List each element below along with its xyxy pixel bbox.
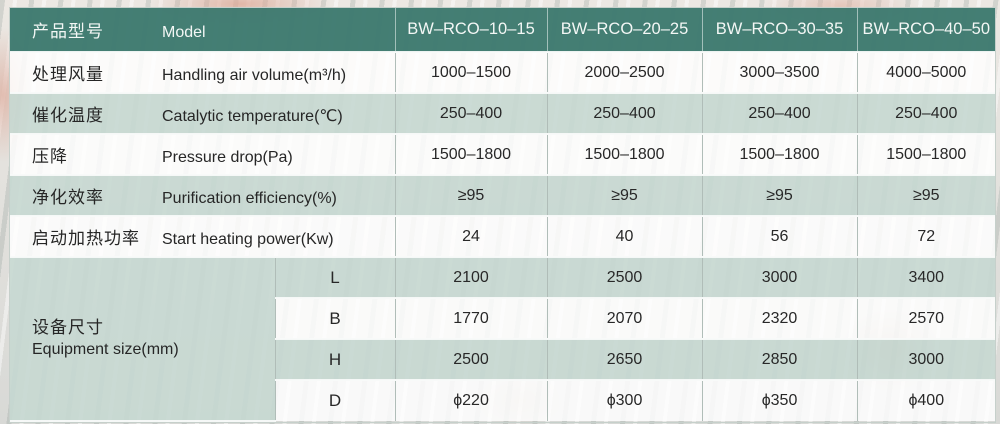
spec-row-label: 启动加热功率 Start heating power(Kw) xyxy=(10,216,396,258)
dim-value: ϕ220 xyxy=(394,380,548,421)
dim-value: ϕ400 xyxy=(856,380,996,421)
spec-value: 24 xyxy=(394,216,548,258)
spec-value: ≥95 xyxy=(856,175,996,217)
spec-value: 56 xyxy=(701,216,858,258)
spec-value: 72 xyxy=(856,216,996,258)
equipment-size-cell: 设备尺寸 Equipment size(mm) xyxy=(10,257,275,422)
dim-letter: H xyxy=(274,339,396,381)
header-label-zh: 产品型号 xyxy=(32,22,104,41)
spec-value: ≥95 xyxy=(701,175,858,217)
dimension-row-D: D ϕ220 ϕ300 ϕ350 ϕ400 xyxy=(10,380,996,421)
dim-value: 2850 xyxy=(701,339,858,381)
spec-value: 250–400 xyxy=(394,93,548,135)
row-label-en: Catalytic temperature(℃) xyxy=(162,108,343,125)
dim-value: 2320 xyxy=(701,298,858,340)
spec-row-label: 催化温度 Catalytic temperature(℃) xyxy=(10,93,396,135)
spec-row-pressure-drop: 压降 Pressure drop(Pa) 1500–1800 1500–1800 … xyxy=(10,134,996,176)
dim-letter: D xyxy=(274,380,396,421)
model-column-header: BW–RCO–10–15 xyxy=(394,8,548,53)
spec-value: 3000–3500 xyxy=(701,52,858,94)
spec-value: ≥95 xyxy=(546,175,703,217)
spec-row-catalytic-temp: 催化温度 Catalytic temperature(℃) 250–400 250… xyxy=(10,93,996,135)
row-label-zh: 启动加热功率 xyxy=(32,229,140,248)
spec-value: 40 xyxy=(546,216,703,258)
spec-row-label: 净化效率 Purification efficiency(%) xyxy=(10,175,396,217)
dimension-row-L: 设备尺寸 Equipment size(mm) L 2100 2500 3000… xyxy=(10,257,996,422)
spec-row-label: 压降 Pressure drop(Pa) xyxy=(10,134,396,176)
spec-value: 1500–1800 xyxy=(394,134,548,176)
dim-value: 2070 xyxy=(546,298,703,340)
spec-row-air-volume: 处理风量 Handling air volume(m³/h) 1000–1500 … xyxy=(10,52,996,94)
spec-value: 1500–1800 xyxy=(546,134,703,176)
spec-value: 1500–1800 xyxy=(701,134,858,176)
spec-row-label: 处理风量 Handling air volume(m³/h) xyxy=(10,52,396,94)
dim-value: 2500 xyxy=(546,257,703,299)
dim-value: 3000 xyxy=(701,257,858,299)
dim-value: 1770 xyxy=(394,298,548,340)
row-label-zh: 催化温度 xyxy=(32,106,104,125)
row-label-en: Start heating power(Kw) xyxy=(162,231,334,248)
dimension-row-H: H 2500 2650 2850 3000 xyxy=(10,339,996,381)
spec-row-purification-efficiency: 净化效率 Purification efficiency(%) ≥95 ≥95 ≥… xyxy=(10,175,996,217)
model-row-header: 产品型号 Model xyxy=(10,8,396,53)
row-label-en: Handling air volume(m³/h) xyxy=(162,67,347,84)
spec-value: 1000–1500 xyxy=(394,52,548,94)
equipment-label-zh: 设备尺寸 xyxy=(32,318,104,337)
dimension-row-B: B 1770 2070 2320 2570 xyxy=(10,298,996,340)
spec-row-start-heating-power: 启动加热功率 Start heating power(Kw) 24 40 56 7… xyxy=(10,216,996,258)
dim-value: 2650 xyxy=(546,339,703,381)
dim-value: 2500 xyxy=(394,339,548,381)
header-label-en: Model xyxy=(162,24,206,41)
row-label-en: Purification efficiency(%) xyxy=(162,190,337,207)
dim-value: 3000 xyxy=(856,339,996,381)
model-column-header: BW–RCO–20–25 xyxy=(546,8,703,53)
spec-value: 4000–5000 xyxy=(856,52,996,94)
equipment-label-en: Equipment size(mm) xyxy=(32,341,179,358)
dim-value: ϕ350 xyxy=(701,380,858,421)
spec-value: 250–400 xyxy=(701,93,858,135)
dim-value: 2570 xyxy=(856,298,996,340)
dim-letter: B xyxy=(274,298,396,340)
spec-table: 产品型号 Model BW–RCO–10–15 BW–RCO–20–25 BW–R… xyxy=(8,7,997,423)
spec-value: 250–400 xyxy=(856,93,996,135)
model-column-header: BW–RCO–30–35 xyxy=(701,8,858,53)
header-row: 产品型号 Model BW–RCO–10–15 BW–RCO–20–25 BW–R… xyxy=(10,8,996,53)
model-column-header: BW–RCO–40–50 xyxy=(856,8,996,53)
row-label-zh: 净化效率 xyxy=(32,188,104,207)
row-label-zh: 压降 xyxy=(32,147,68,166)
spec-value: ≥95 xyxy=(394,175,548,217)
spec-value: 1500–1800 xyxy=(856,134,996,176)
dim-value: 3400 xyxy=(856,257,996,299)
dim-value: 2100 xyxy=(394,257,548,299)
row-label-zh: 处理风量 xyxy=(32,65,104,84)
row-label-en: Pressure drop(Pa) xyxy=(162,149,293,166)
spec-value: 250–400 xyxy=(546,93,703,135)
dim-letter: L xyxy=(274,257,396,299)
dim-value: ϕ300 xyxy=(546,380,703,421)
spec-value: 2000–2500 xyxy=(546,52,703,94)
